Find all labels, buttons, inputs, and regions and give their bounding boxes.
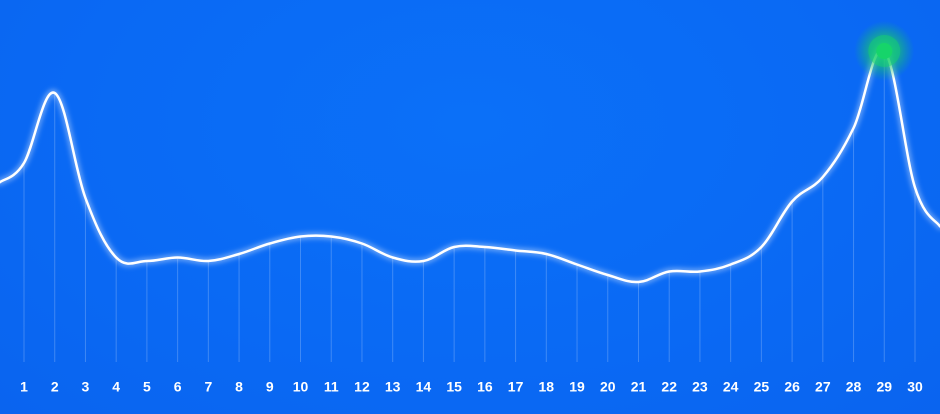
- x-tick-label-14: 14: [416, 379, 432, 395]
- data-point-30[interactable]: [912, 185, 918, 191]
- x-tick-label-1: 1: [20, 379, 28, 395]
- data-point-12[interactable]: [359, 241, 365, 247]
- data-point-22[interactable]: [666, 269, 672, 275]
- data-point-26[interactable]: [789, 199, 795, 205]
- series-layer: [0, 46, 940, 286]
- x-tick-label-12: 12: [354, 379, 370, 395]
- data-point-18[interactable]: [543, 251, 549, 257]
- data-point-27[interactable]: [820, 174, 826, 180]
- data-point-7[interactable]: [205, 258, 211, 264]
- data-point-11[interactable]: [328, 234, 334, 240]
- data-point-4[interactable]: [113, 255, 119, 261]
- x-tick-label-10: 10: [293, 379, 309, 395]
- series-line-glow: [0, 46, 940, 286]
- x-tick-label-2: 2: [51, 379, 59, 395]
- data-point-19[interactable]: [574, 262, 580, 268]
- x-tick-label-18: 18: [539, 379, 555, 395]
- x-tick-label-28: 28: [846, 379, 862, 395]
- data-point-20[interactable]: [605, 272, 611, 278]
- data-point-24[interactable]: [728, 262, 734, 268]
- data-point-6[interactable]: [175, 255, 181, 261]
- data-point-28[interactable]: [851, 125, 857, 131]
- x-tick-label-25: 25: [754, 379, 770, 395]
- x-tick-label-8: 8: [235, 379, 243, 395]
- x-tick-label-3: 3: [82, 379, 90, 395]
- data-point-23[interactable]: [697, 269, 703, 275]
- data-point-16[interactable]: [482, 244, 488, 250]
- x-axis-ticks: 1 2 3 4 5 6 7 8 9 10 11 12 13 14 15 16 17 18 19 20 21 22 23 24 2…: [20, 379, 923, 395]
- data-point-10[interactable]: [298, 234, 304, 240]
- x-tick-label-29: 29: [876, 379, 892, 395]
- data-point-17[interactable]: [513, 248, 519, 254]
- x-tick-label-15: 15: [446, 379, 462, 395]
- x-tick-label-9: 9: [266, 379, 274, 395]
- data-point-9[interactable]: [267, 241, 273, 247]
- series-line: [0, 48, 940, 284]
- highlight-point[interactable]: [876, 43, 893, 59]
- x-tick-label-5: 5: [143, 379, 151, 395]
- x-tick-label-7: 7: [204, 379, 212, 395]
- x-tick-label-6: 6: [174, 379, 182, 395]
- drop-lines: [23, 51, 916, 362]
- data-point-15[interactable]: [451, 244, 457, 250]
- data-point-13[interactable]: [390, 255, 396, 261]
- x-tick-label-30: 30: [907, 379, 923, 395]
- data-point-25[interactable]: [758, 244, 764, 250]
- x-tick-label-27: 27: [815, 379, 831, 395]
- data-point-8[interactable]: [236, 251, 242, 257]
- x-tick-label-22: 22: [661, 379, 677, 395]
- x-tick-label-23: 23: [692, 379, 708, 395]
- data-point-21[interactable]: [635, 279, 641, 285]
- x-tick-label-24: 24: [723, 379, 739, 395]
- data-point-3[interactable]: [82, 195, 88, 201]
- data-point-2[interactable]: [52, 90, 58, 96]
- x-tick-label-11: 11: [324, 379, 339, 395]
- x-tick-label-4: 4: [112, 379, 120, 395]
- highlight-layer: [854, 21, 915, 81]
- x-tick-label-13: 13: [385, 379, 401, 395]
- data-point-1[interactable]: [21, 160, 27, 166]
- x-tick-label-16: 16: [477, 379, 493, 395]
- x-tick-label-21: 21: [631, 379, 647, 395]
- data-point-5[interactable]: [144, 258, 150, 264]
- x-tick-label-17: 17: [508, 379, 524, 395]
- x-tick-label-20: 20: [600, 379, 616, 395]
- x-tick-label-19: 19: [569, 379, 585, 395]
- x-tick-label-26: 26: [784, 379, 800, 395]
- data-point-14[interactable]: [420, 258, 426, 264]
